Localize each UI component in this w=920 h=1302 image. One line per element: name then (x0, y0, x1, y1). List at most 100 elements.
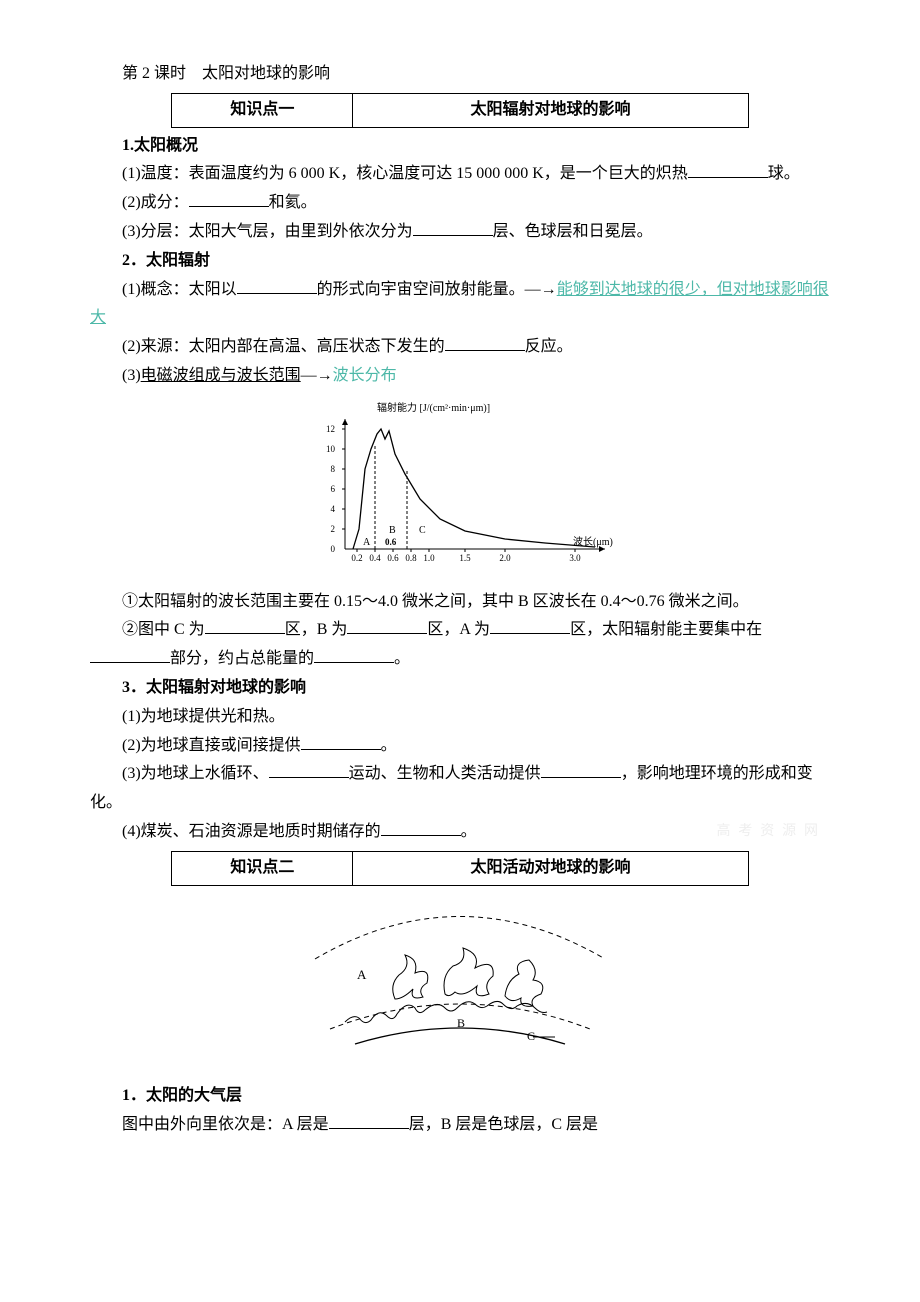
topic-table-2: 知识点二 太阳活动对地球的影响 (171, 851, 748, 886)
sec3-p2-b: 。 (381, 737, 397, 754)
x-ticks: 0.2 0.4 0.6 0.8 1.0 1.5 2.0 3.0 (351, 549, 581, 563)
sec1-p2-a: (2)成分： (122, 194, 189, 211)
sec1-heading: 1.太阳概况 (90, 132, 830, 161)
blank (688, 161, 768, 179)
sec3-p2-a: (2)为地球直接或间接提供 (122, 737, 301, 754)
svg-text:0: 0 (331, 544, 336, 554)
topic1-label: 知识点一 (172, 93, 353, 127)
sec2-p3: (3)电磁波组成与波长范围―→波长分布 (90, 362, 830, 391)
blank (541, 761, 621, 779)
sec3-p3-a: (3)为地球上水循环、 (122, 765, 269, 782)
sec1-p3: (3)分层：太阳大气层，由里到外依次分为 层、色球层和日冕层。 (90, 218, 830, 247)
blank (205, 617, 285, 635)
sec3-p2: (2)为地球直接或间接提供 。 (90, 732, 830, 761)
sec2-p2-b: 反应。 (525, 338, 573, 355)
tick-06: 0.6 (385, 537, 397, 547)
sec2-p5-d: 区，太阳辐射能主要集中在 (570, 621, 762, 638)
svg-text:0.2: 0.2 (351, 553, 362, 563)
svg-text:12: 12 (326, 424, 335, 434)
sec3-p4-b: 。 (461, 823, 477, 840)
blank (189, 190, 269, 208)
sec1-p2: (2)成分： 和氦。 (90, 189, 830, 218)
svg-text:0.4: 0.4 (369, 553, 381, 563)
sec4-p1-b: 层，B 层是色球层，C 层是 (409, 1116, 598, 1133)
blank (90, 646, 170, 664)
blank (237, 276, 317, 294)
blank (329, 1112, 409, 1130)
blank (381, 818, 461, 836)
sec4-p1-a: 图中由外向里依次是：A 层是 (122, 1116, 329, 1133)
sun-layers-diagram: A B C (90, 904, 830, 1065)
sec2-p4: ①太阳辐射的波长范围主要在 0.15～4.0 微米之间，其中 B 区波长在 0.… (90, 588, 830, 617)
lesson-title: 第 2 课时 太阳对地球的影响 (90, 60, 830, 89)
sec1-p1: (1)温度：表面温度约为 6 000 K，核心温度可达 15 000 000 K… (90, 160, 830, 189)
svg-text:4: 4 (331, 504, 336, 514)
sec3-heading: 3．太阳辐射对地球的影响 (90, 674, 830, 703)
region-C: C (419, 525, 426, 536)
chart-y-label: 辐射能力 [J/(cm²·min·μm)] (377, 401, 490, 414)
sec2-p3-u: 电磁波组成与波长范围 (141, 367, 301, 384)
blank (301, 732, 381, 750)
prominence-3 (505, 960, 543, 1006)
chart-x-label: 波长(μm) (573, 535, 613, 548)
y-arrow (342, 419, 348, 425)
sec2-p5-a: ②图中 C 为 (122, 621, 205, 638)
label-B: B (457, 1016, 465, 1030)
sec2-p5-e: 部分，约占总能量的 (170, 650, 314, 667)
sec2-p5: ②图中 C 为 区，B 为 区，A 为 区，太阳辐射能主要集中在部分，约占总能量的 。 (90, 616, 830, 674)
sec2-p3-note: 波长分布 (333, 367, 397, 384)
svg-text:1.5: 1.5 (459, 553, 471, 563)
region-A: A (363, 537, 371, 548)
prominence-2 (444, 948, 493, 996)
topic2-label: 知识点二 (172, 851, 353, 885)
svg-text:0.6: 0.6 (387, 553, 399, 563)
svg-text:8: 8 (331, 464, 336, 474)
sec2-p5-c: 区，A 为 (427, 621, 490, 638)
sec2-p1: (1)概念：太阳以的形式向宇宙空间放射能量。―→能够到达地球的很少，但对地球影响… (90, 276, 830, 334)
sec4-p1: 图中由外向里依次是：A 层是 层，B 层是色球层，C 层是 (90, 1111, 830, 1140)
svg-text:3.0: 3.0 (569, 553, 581, 563)
sec3-p3-b: 运动、生物和人类活动提供 (349, 765, 541, 782)
radiation-chart: 辐射能力 [J/(cm²·min·μm)] 0 2 4 6 8 10 12 0.… (90, 399, 830, 580)
sec2-heading: 2．太阳辐射 (90, 247, 830, 276)
sec2-p2-a: (2)来源：太阳内部在高温、高压状态下发生的 (122, 338, 445, 355)
blank (347, 617, 427, 635)
blank (445, 334, 525, 352)
blank (413, 218, 493, 236)
sec2-p1-b: 的形式向宇宙空间放射能量。―→ (317, 281, 557, 298)
label-C: C (527, 1029, 535, 1043)
corona-arc (315, 916, 605, 959)
topic1-title: 太阳辐射对地球的影响 (353, 93, 748, 127)
svg-text:2.0: 2.0 (499, 553, 511, 563)
sec3-p4-a: (4)煤炭、石油资源是地质时期储存的 (122, 823, 381, 840)
topic-table-1: 知识点一 太阳辐射对地球的影响 (171, 93, 748, 128)
sec2-p5-f: 。 (394, 650, 410, 667)
svg-text:6: 6 (331, 484, 336, 494)
svg-text:0.8: 0.8 (405, 553, 417, 563)
sec4-heading: 1．太阳的大气层 (90, 1082, 830, 1111)
blank (314, 646, 394, 664)
region-B: B (389, 525, 396, 536)
sec2-p2: (2)来源：太阳内部在高温、高压状态下发生的 反应。 (90, 333, 830, 362)
svg-text:2: 2 (331, 524, 336, 534)
sec2-p5-b: 区，B 为 (285, 621, 348, 638)
sec2-p3-arrow: ―→ (301, 367, 333, 384)
sec2-p3-a: (3) (122, 367, 141, 384)
blank (490, 617, 570, 635)
sec3-p1: (1)为地球提供光和热。 (90, 703, 830, 732)
y-ticks: 0 2 4 6 8 10 12 (326, 424, 345, 554)
svg-text:10: 10 (326, 444, 336, 454)
sec1-p3-b: 层、色球层和日冕层。 (493, 223, 653, 240)
blank (269, 761, 349, 779)
sec3-p4: (4)煤炭、石油资源是地质时期储存的。高 考 资 源 网 (90, 818, 830, 847)
sec1-p1-b: 球。 (768, 165, 800, 182)
sec3-p3: (3)为地球上水循环、运动、生物和人类活动提供，影响地理环境的形成和变化。 (90, 760, 830, 818)
sec1-p2-b: 和氦。 (269, 194, 317, 211)
diagram-svg: A B C (295, 904, 625, 1054)
sec1-p3-a: (3)分层：太阳大气层，由里到外依次分为 (122, 223, 413, 240)
chart-svg: 辐射能力 [J/(cm²·min·μm)] 0 2 4 6 8 10 12 0.… (305, 399, 615, 569)
sec1-p1-a: (1)温度：表面温度约为 6 000 K，核心温度可达 15 000 000 K… (122, 165, 688, 182)
sec2-p1-a: (1)概念：太阳以 (122, 281, 237, 298)
label-A: A (357, 967, 367, 982)
prominence-1 (393, 955, 428, 999)
